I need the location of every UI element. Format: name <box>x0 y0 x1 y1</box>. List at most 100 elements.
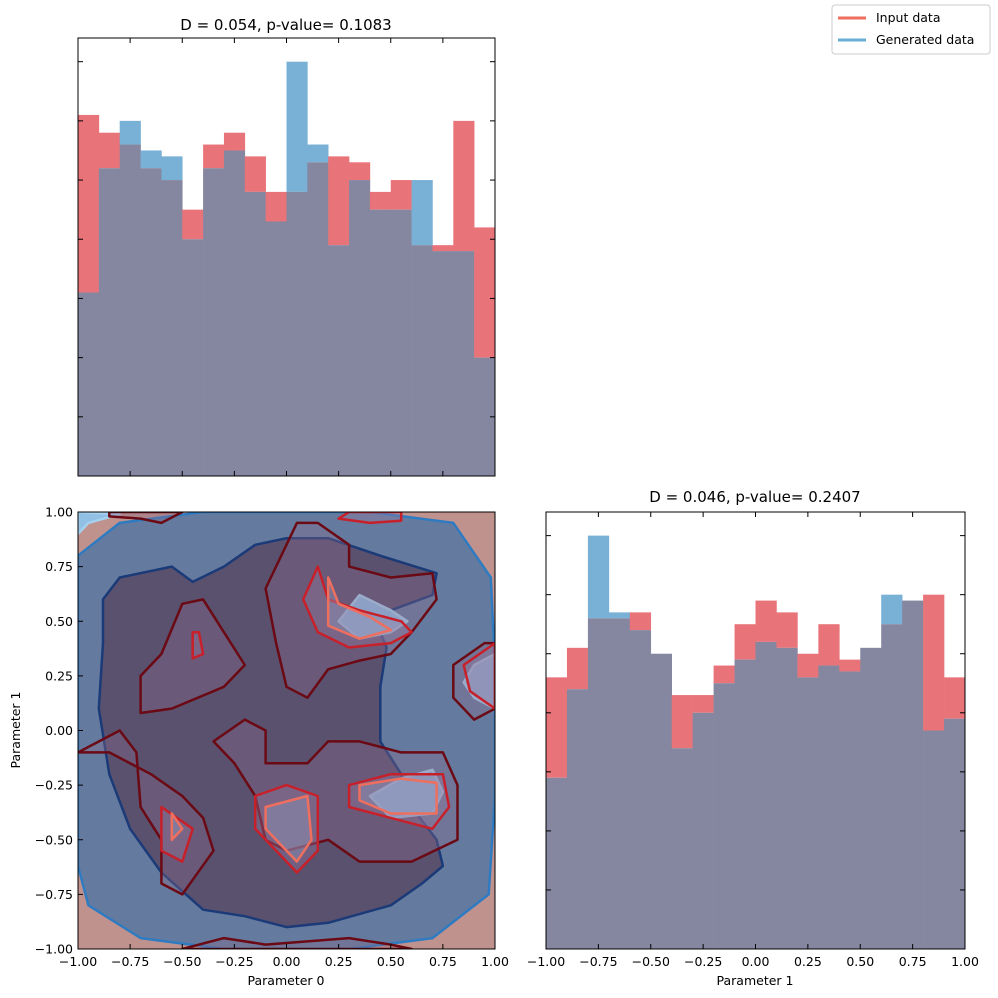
hist1-xtick-label: −0.75 <box>579 954 617 969</box>
hist1-bar-overlap <box>734 659 756 949</box>
hist1-bar-overlap <box>818 665 840 949</box>
hist0-bar-top <box>140 150 162 169</box>
hist1-bar-overlap <box>797 677 819 949</box>
hist1-bar-top <box>734 624 756 660</box>
hist1-bar-overlap <box>546 777 568 949</box>
hist1-bar-top <box>629 612 652 631</box>
hist0-bar-top <box>307 144 329 163</box>
hist1-bar-overlap <box>944 718 966 949</box>
contour-xtick-label: 0.25 <box>325 954 353 969</box>
hist0-bar-overlap <box>307 162 329 476</box>
hist1-bar-overlap <box>608 618 631 949</box>
hist0-bar-top <box>411 180 433 246</box>
hist1-bar-top <box>944 677 966 719</box>
hist0-bar-top <box>432 245 454 252</box>
hist1-bar-top <box>692 695 714 713</box>
hist1-bar-top <box>839 659 861 672</box>
hist0-bar-overlap <box>349 180 371 476</box>
hist0-bar-top <box>286 61 308 192</box>
hist1-xtick-label: 0.50 <box>846 954 874 969</box>
contour-ylabel: Parameter 1 <box>8 692 23 769</box>
generated-contour-peak <box>337 593 409 640</box>
hist0-bar-overlap <box>328 245 350 476</box>
hist0-bar-overlap <box>78 292 100 476</box>
hist0-bar-top <box>328 156 350 246</box>
contour-xtick-label: −0.25 <box>215 954 253 969</box>
hist0-bar-top <box>390 180 412 210</box>
hist0-bar-top <box>265 191 287 222</box>
input-contour-l3 <box>358 777 438 815</box>
hist1-xtick-label: −0.25 <box>684 954 722 969</box>
input-contour-l2 <box>253 783 320 874</box>
hist0-bar-top <box>203 144 225 169</box>
input-contour-l2 <box>191 630 205 660</box>
hist0-bar-top <box>223 132 246 151</box>
contour-xtick-label: 0.00 <box>273 954 301 969</box>
hist0-bar-top <box>182 209 204 240</box>
hist1-bar-overlap <box>566 689 589 949</box>
hist1-bar-top <box>546 677 568 778</box>
hist0-bar-top <box>349 162 371 181</box>
hist1-bar-overlap <box>860 647 882 949</box>
hist1-bar-top <box>755 600 777 642</box>
contour-ytick-label: −0.75 <box>35 887 73 902</box>
hist1-bar-overlap <box>692 712 714 949</box>
hist1-bar-top <box>671 695 693 749</box>
hist1-bar-overlap <box>902 600 924 949</box>
input-contour-l3 <box>264 794 313 863</box>
hist1-bar-overlap <box>776 647 798 949</box>
hist1-bar-top <box>797 653 819 678</box>
hist0-bar-overlap <box>98 168 120 476</box>
hist0-bar-overlap <box>203 168 225 476</box>
hist0-bar-overlap <box>161 180 183 476</box>
hist0-bar-top <box>244 156 266 192</box>
hist0-bar-top <box>78 114 100 293</box>
hist1-bar-top <box>818 624 840 666</box>
hist0-bar-top <box>369 191 392 210</box>
hist0-bar-overlap <box>453 251 475 476</box>
hist0-bar-overlap <box>119 144 141 477</box>
hist1-bar-top <box>566 647 589 690</box>
contour-xtick-label: −0.75 <box>111 954 149 969</box>
hist1-xlabel: Parameter 1 <box>717 973 794 988</box>
contour-ytick-label: 0.25 <box>45 668 73 683</box>
contour-ytick-label: 0.50 <box>45 614 73 629</box>
hist1-title: D = 0.046, p-value= 0.2407 <box>649 488 860 506</box>
hist1-bar-overlap <box>713 683 735 949</box>
hist0-bar-overlap <box>286 191 308 476</box>
contour-xtick-label: 1.00 <box>481 954 509 969</box>
hist1-bar-top <box>608 612 631 619</box>
hist1-bar-overlap <box>587 618 610 949</box>
input-contour-l1 <box>108 512 184 525</box>
input-contour-l2 <box>462 641 495 710</box>
histogram-parameter-1: −1.00 −0.75 −0.50 −0.25 0.00 0.25 0.50 0.75 1.00… <box>527 488 979 988</box>
hist1-bar-overlap <box>671 748 693 949</box>
hist1-xtick-label: 0.25 <box>794 954 822 969</box>
hist1-bar-top <box>881 594 903 625</box>
hist1-bar-top <box>713 665 735 684</box>
hist1-xtick-label: 0.00 <box>742 954 770 969</box>
hist1-bar-top <box>776 612 798 648</box>
hist0-bar-overlap <box>432 251 454 476</box>
contour-ytick-label: 0.00 <box>45 723 73 738</box>
hist0-bar-overlap <box>244 191 266 476</box>
hist0-bar-top <box>161 156 183 181</box>
contour-ytick-label: 0.75 <box>45 559 73 574</box>
hist0-bar-overlap <box>411 245 433 476</box>
contour-xlabel: Parameter 0 <box>248 973 325 988</box>
legend-input-label: Input data <box>876 10 941 25</box>
input-contour-l2 <box>337 512 403 525</box>
hist0-title: D = 0.054, p-value= 0.1083 <box>180 16 391 34</box>
hist1-bar-top <box>923 594 945 731</box>
hist0-bar-overlap <box>369 209 392 476</box>
contour-ytick-label: −0.25 <box>35 778 73 793</box>
legend: Input data Generated data <box>831 4 991 55</box>
hist0-bar-overlap <box>265 221 287 476</box>
contour-xtick-label: −1.00 <box>59 954 97 969</box>
hist1-bar-overlap <box>881 624 903 949</box>
hist1-xtick-label: −0.50 <box>632 954 670 969</box>
hist1-bar-overlap <box>923 730 945 949</box>
legend-generated-label: Generated data <box>876 32 974 47</box>
contour-xtick-label: 0.50 <box>377 954 405 969</box>
hist0-bar-overlap <box>474 357 496 476</box>
